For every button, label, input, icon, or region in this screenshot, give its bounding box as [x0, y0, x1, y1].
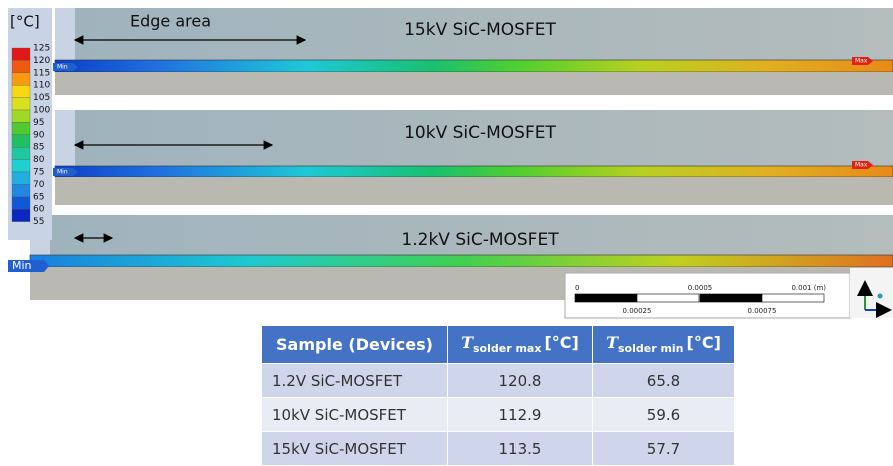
panel-substrate [55, 177, 893, 205]
panel-title: 10kV SiC-MOSFET [404, 123, 556, 143]
header-subscript: solder max [473, 342, 542, 356]
panel-title: 15kV SiC-MOSFET [404, 20, 556, 40]
legend-swatch [11, 60, 31, 73]
header-unit: [°C] [686, 333, 721, 353]
legend-swatch [11, 85, 31, 98]
panel-top [55, 8, 893, 60]
legend-level: 110 [33, 81, 50, 91]
min-label: Min [12, 259, 32, 272]
scale-bar: 0 0.0005 0.001 (m) 0.00025 0.00075 [564, 272, 851, 319]
legend-swatch [11, 134, 31, 148]
legend-swatch [11, 47, 31, 61]
header-symbol: T [461, 333, 473, 353]
scale-segment [761, 293, 825, 303]
temperature-strip [54, 59, 893, 73]
table-row: 15kV SiC-MOSFET 113.5 57.7 [262, 431, 736, 466]
legend-level: 120 [33, 56, 50, 66]
axis-z [877, 293, 883, 299]
scale-segment [699, 293, 763, 303]
legend-level: 100 [33, 106, 50, 116]
legend-swatch [11, 209, 31, 222]
header-cell: Sample (Devices) [262, 326, 448, 364]
temperature-strip [54, 165, 893, 178]
max-label: Max [855, 58, 868, 65]
table-row: 10kV SiC-MOSFET 112.9 59.6 [262, 397, 736, 432]
table-cell: 57.7 [592, 431, 736, 466]
legend-level: 115 [33, 68, 50, 78]
min-tag [53, 63, 78, 71]
table-cell: 59.6 [592, 397, 736, 432]
min-tag [53, 168, 78, 176]
edge-label: Edge area [130, 12, 211, 31]
panel-top [55, 110, 893, 166]
legend-swatch [11, 97, 31, 111]
panel-top [30, 215, 893, 255]
table-cell: 120.8 [447, 363, 593, 398]
legend-level: 95 [33, 118, 44, 128]
max-tag [852, 161, 873, 169]
header-unit: [°C] [544, 333, 579, 353]
table-cell: 10kV SiC-MOSFET [262, 397, 448, 432]
panel-edge [55, 110, 75, 166]
legend-level: 85 [33, 143, 44, 153]
legend-level: 80 [33, 155, 45, 165]
table-cell: 65.8 [592, 363, 736, 398]
table-cell: 113.5 [447, 431, 593, 466]
legend-swatch [11, 147, 31, 160]
scale-segment [574, 293, 638, 303]
legend-swatch [11, 122, 31, 135]
header-cell: Tsolder max [°C] [447, 326, 593, 364]
legend-level: 90 [33, 130, 45, 140]
legend-swatch [11, 109, 31, 123]
legend-level: 70 [33, 180, 45, 190]
scale-label: 0.001 (m) [791, 284, 826, 292]
legend-level: 60 [33, 205, 45, 215]
max-label: Max [855, 162, 868, 169]
table-cell: 112.9 [447, 397, 593, 432]
header-subscript: solder min [617, 342, 684, 356]
panel-edge [55, 8, 75, 60]
header-text: Sample (Devices) [276, 335, 433, 354]
min-tag [8, 260, 49, 272]
min-label: Min [57, 169, 68, 176]
legend-unit: [°C] [10, 13, 40, 31]
min-label: Min [57, 64, 68, 71]
legend-level: 105 [33, 93, 50, 103]
simulation-figure: 15kV SiC-MOSFET Min Max 10kV SiC-MOSFET Min M… [8, 8, 893, 319]
scale-segment [636, 293, 700, 303]
temperature-strip [29, 254, 893, 268]
legend-level: 55 [33, 217, 44, 227]
legend-swatch [11, 72, 31, 86]
legend-swatch [11, 171, 31, 185]
legend-swatch [11, 159, 31, 173]
legend-level: 75 [33, 168, 44, 178]
header-symbol: T [606, 333, 618, 353]
legend-level: 125 [33, 44, 50, 54]
scale-label: 0 [575, 284, 579, 292]
panel-title: 1.2kV SiC-MOSFET [401, 230, 559, 250]
max-tag [852, 57, 873, 65]
legend-swatch [11, 196, 31, 210]
panel-substrate [55, 72, 893, 95]
scale-label: 0.00025 [623, 307, 652, 315]
legend-swatch [11, 184, 31, 197]
table-row: 1.2V SiC-MOSFET 120.8 65.8 [262, 363, 736, 398]
table-cell: 15kV SiC-MOSFET [262, 431, 448, 466]
scale-label: 0.0005 [688, 284, 713, 292]
legend-level: 65 [33, 192, 44, 202]
results-table: Sample (Devices) Tsolder max [°C] Tsolder m… [262, 326, 736, 466]
scale-label: 0.00075 [748, 307, 777, 315]
header-cell: Tsolder min [°C] [592, 326, 736, 364]
table-cell: 1.2V SiC-MOSFET [262, 363, 448, 398]
